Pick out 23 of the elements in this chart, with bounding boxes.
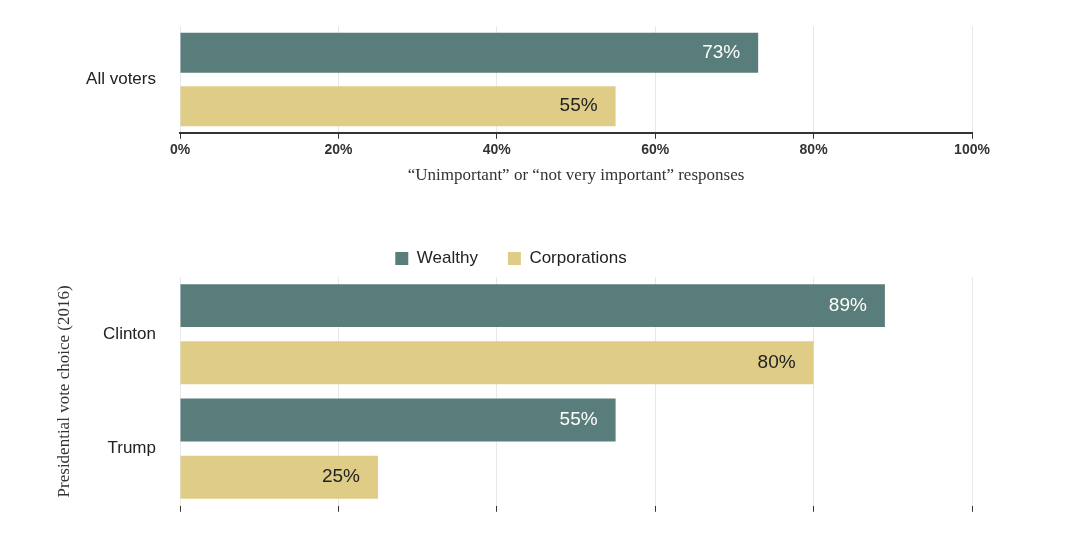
bar <box>180 341 814 385</box>
x-tick-label: 40% <box>482 141 512 158</box>
x-tick-label: 20% <box>324 141 353 158</box>
y-tick-label: Clinton <box>103 323 156 343</box>
y-tick-label: Trump <box>107 438 156 458</box>
y-axis-title: Presidential vote choice (2016) <box>53 285 73 498</box>
x-tick-label: 0% <box>169 141 191 158</box>
data-label: 55% <box>559 94 598 116</box>
data-label: 89% <box>828 293 867 315</box>
x-tick-label: 60% <box>641 141 670 158</box>
bar <box>180 455 378 499</box>
data-label: 80% <box>757 351 796 373</box>
x-tick-label: 80% <box>799 141 829 158</box>
legend-label: Wealthy <box>416 248 479 268</box>
bar <box>180 398 616 442</box>
x-tick-label: 100% <box>954 141 991 158</box>
legend-label: Corporations <box>529 248 627 268</box>
bar <box>180 284 885 328</box>
data-label: 55% <box>559 408 598 430</box>
data-label: 73% <box>702 41 741 63</box>
x-axis-title: “Unimportant” or “not very important” responses <box>407 165 745 185</box>
y-tick-label: All voters <box>86 69 156 89</box>
data-label: 25% <box>321 465 361 487</box>
